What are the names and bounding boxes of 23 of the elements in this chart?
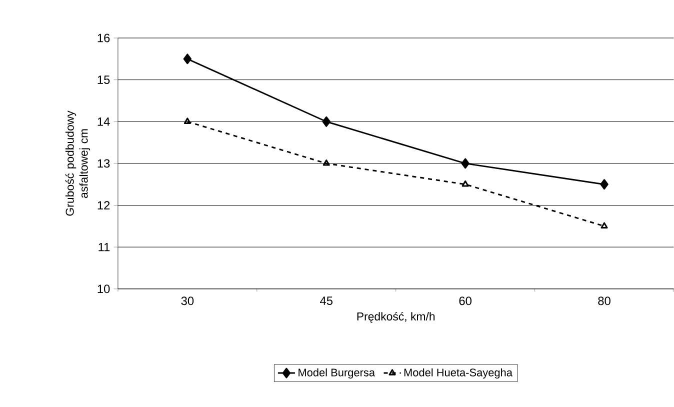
y-tick-label: 16 [98, 34, 110, 42]
y-tick-label: 13 [98, 159, 110, 168]
x-tick-label: 30 [181, 296, 194, 306]
point [461, 158, 470, 169]
legend-label: Model Hueta-Sayegha [404, 368, 512, 379]
point [600, 222, 608, 229]
point [600, 179, 608, 190]
x-tick-label: 60 [459, 296, 472, 306]
point [184, 118, 191, 124]
y-tick-label: 15 [98, 76, 110, 84]
point [322, 160, 330, 166]
legend-label: Model Burgersa [298, 368, 375, 379]
y-tick-label: 12 [98, 201, 110, 210]
y-axis-title: Grubość podbudowy asfaltowej cm [65, 110, 90, 216]
point [183, 54, 192, 64]
point [322, 116, 331, 127]
x-axis-title: Prędkość, km/h [357, 312, 435, 323]
y-tick-label: 11 [98, 243, 110, 252]
x-tick-label: 80 [598, 296, 610, 306]
x-tick-label: 45 [320, 296, 333, 306]
y-tick-label: 10 [98, 284, 110, 294]
y-tick-label: 14 [98, 118, 110, 126]
point [462, 180, 469, 187]
